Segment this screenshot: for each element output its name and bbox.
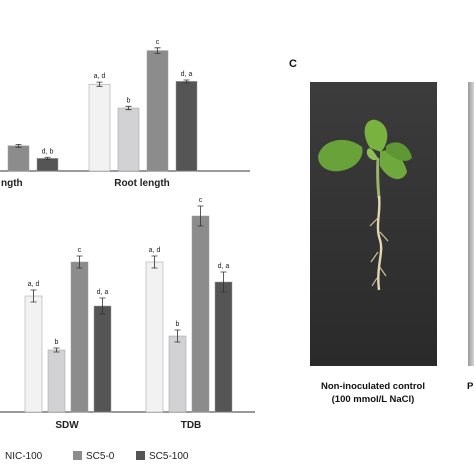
error-bar-sc5-100 — [44, 156, 51, 160]
error-bar-nic-100 — [125, 105, 132, 111]
error-bar-nic-100 — [53, 347, 60, 353]
photo-caption-line2: (100 mmol/L NaCl) — [332, 394, 415, 405]
error-bar-sc5-100 — [220, 271, 227, 293]
next-photo-edge — [468, 82, 474, 366]
significance-label-sc5-100: d, a — [97, 289, 109, 296]
error-bar-sc5-100 — [183, 79, 190, 84]
bar-sc5-0 — [146, 50, 169, 172]
photo-caption-line1: Non-inoculated control — [321, 381, 425, 392]
seedling-bud — [366, 148, 378, 161]
bar-sc5-0 — [70, 261, 89, 413]
significance-label-nic-100: b — [55, 339, 59, 346]
bar-sc5-0 — [7, 145, 30, 172]
seedling-photo — [310, 82, 474, 366]
error-bar-sc5-100 — [99, 297, 106, 315]
seedling-leaf-left — [318, 139, 363, 172]
panel-letter-c: C — [289, 58, 297, 70]
significance-label-nic-100: b — [127, 97, 131, 104]
bar-nic-0 — [88, 83, 111, 172]
significance-label-sc5-0: c — [199, 197, 203, 204]
error-bar-sc5-0 — [15, 144, 22, 148]
significance-label-sc5-0: c — [78, 247, 82, 254]
legend: NIC-100 SC5-0 SC5-100 — [5, 451, 189, 462]
legend-label-nic-100: NIC-100 — [5, 451, 43, 462]
significance-label-nic-0: a, d — [28, 281, 40, 288]
legend-label-sc5-100: SC5-100 — [149, 451, 189, 462]
panel-c: C — [289, 58, 474, 405]
seedling-leaf-far-right — [386, 142, 412, 161]
seedling-leaf-right — [380, 150, 407, 180]
bottom-bar-chart: a, d b c d, a a, d b c d, a SDW TDB — [0, 197, 255, 431]
legend-swatch-sc5-0 — [73, 451, 82, 460]
legend-label-sc5-0: SC5-0 — [86, 451, 115, 462]
bar-sc5-100 — [214, 281, 233, 413]
bar-nic-0 — [24, 295, 43, 413]
top-group-label-root-length: Root length — [114, 178, 170, 189]
error-bar-sc5-0 — [197, 205, 204, 227]
bar-sc5-100 — [36, 158, 59, 172]
significance-label-nic-0: a, d — [94, 73, 106, 80]
error-bar-nic-0 — [151, 255, 158, 269]
error-bar-nic-0 — [96, 81, 103, 87]
top-partial-group-label: ngth — [1, 178, 23, 189]
seedling-leaf-top — [364, 119, 388, 152]
next-caption-fragment: P — [467, 381, 474, 392]
bottom-group-label-tdb: TDB — [181, 420, 202, 431]
significance-label-sc5-100: d, a — [218, 263, 230, 270]
top-bar-chart: d, b a, d b c d, a ngth Root length — [0, 39, 250, 189]
significance-label-nic-100: b — [176, 321, 180, 328]
significance-label-sc5-0: c — [156, 39, 160, 46]
bottom-group-label-sdw: SDW — [55, 420, 79, 431]
bar-sc5-100 — [93, 305, 112, 413]
legend-swatch-sc5-100 — [136, 451, 145, 460]
error-bar-sc5-0 — [76, 255, 83, 269]
significance-label-sc5-100: d, b — [42, 148, 54, 155]
significance-label-nic-0: a, d — [149, 247, 161, 254]
bar-sc5-100 — [175, 81, 198, 172]
error-bar-nic-0 — [30, 289, 37, 303]
seedling-stem — [376, 157, 381, 199]
bar-nic-100 — [168, 335, 187, 413]
lateral-roots — [369, 217, 389, 287]
bar-nic-100 — [47, 349, 66, 413]
error-bar-sc5-0 — [154, 47, 161, 54]
bar-nic-100 — [117, 107, 140, 172]
error-bar-nic-100 — [174, 329, 181, 343]
bar-nic-0 — [145, 261, 164, 413]
significance-label-sc5-100: d, a — [181, 71, 193, 78]
bar-sc5-0 — [191, 215, 210, 413]
seedling-root — [376, 195, 383, 291]
